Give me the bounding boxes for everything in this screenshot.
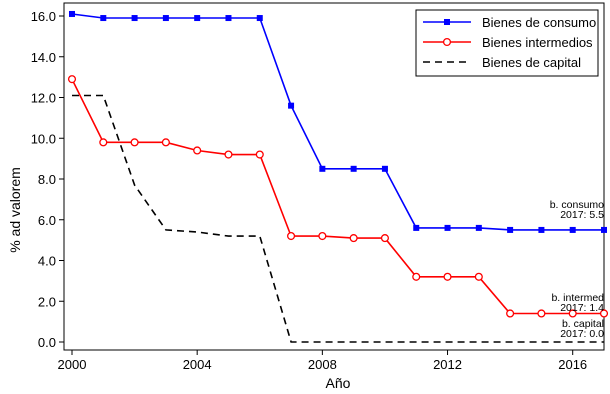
- data-point-circle: [99, 138, 108, 147]
- y-tick-label: 16.0: [31, 9, 56, 24]
- data-point-square: [225, 15, 232, 22]
- y-tick-label: 6.0: [38, 213, 56, 228]
- data-point-square: [538, 226, 545, 233]
- legend-marker-circle: [442, 37, 452, 47]
- data-point-circle: [130, 138, 139, 147]
- annotation-final-value: 2017: 0.0: [560, 328, 604, 340]
- data-point-circle: [537, 309, 546, 318]
- data-point-circle: [287, 232, 296, 241]
- y-tick-label: 2.0: [38, 294, 56, 309]
- data-point-square: [475, 224, 482, 231]
- legend-marker-square: [444, 19, 450, 25]
- x-tick-label: 2000: [58, 357, 87, 372]
- series-line-2: [72, 94, 604, 343]
- data-point-square: [100, 15, 107, 22]
- data-point-circle: [599, 309, 609, 318]
- data-point-circle: [443, 272, 452, 281]
- y-tick-label: 4.0: [38, 254, 56, 269]
- data-point-circle: [318, 232, 327, 241]
- data-point-circle: [161, 138, 170, 147]
- x-axis-label: Año: [326, 375, 351, 391]
- data-point-square: [162, 15, 169, 22]
- x-tick-label: 2008: [308, 357, 337, 372]
- data-point-circle: [506, 309, 515, 318]
- annotation-series-name: b. intermed: [551, 292, 604, 304]
- data-point-square: [319, 165, 326, 172]
- data-point-circle: [412, 272, 421, 281]
- series-line-0: [71, 13, 604, 231]
- data-point-circle: [67, 75, 77, 84]
- data-point-square: [194, 15, 201, 22]
- series-line-1: [71, 78, 604, 315]
- annotation-series-name: b. consumo: [550, 199, 604, 211]
- data-point-circle: [255, 150, 264, 159]
- legend-label: Bienes de consumo: [482, 15, 596, 30]
- plot-frame: [63, 2, 605, 351]
- series-lines: [71, 13, 604, 343]
- data-point-circle: [568, 309, 577, 318]
- data-point-square: [131, 15, 138, 22]
- data-point-square: [413, 224, 420, 231]
- series-markers: [67, 10, 609, 318]
- data-point-square: [288, 102, 295, 109]
- x-tick-label: 2004: [183, 357, 212, 372]
- data-point-circle: [474, 272, 483, 281]
- legend-label: Bienes intermedios: [482, 35, 593, 50]
- y-tick-label: 14.0: [31, 50, 56, 65]
- data-point-circle: [193, 146, 202, 155]
- data-point-circle: [224, 150, 233, 159]
- data-point-square: [601, 226, 607, 233]
- y-tick-label: 0.0: [38, 335, 56, 350]
- data-point-square: [569, 226, 576, 233]
- annotation-series-name: b. capital: [562, 318, 604, 330]
- annotation-final-value: 2017: 1.4: [560, 302, 604, 314]
- x-tick-label: 2016: [558, 357, 587, 372]
- legend-label: Bienes de capital: [482, 55, 581, 70]
- y-tick-label: 8.0: [38, 172, 56, 187]
- data-point-square: [350, 165, 357, 172]
- data-point-square: [256, 15, 263, 22]
- legend: Bienes de consumo Bienes intermedios Biene…: [415, 9, 599, 77]
- y-axis-label: % ad valorem: [7, 167, 23, 253]
- data-point-circle: [349, 234, 358, 243]
- data-point-square: [69, 10, 75, 17]
- data-point-square: [444, 224, 451, 231]
- data-point-square: [507, 226, 514, 233]
- data-point-square: [381, 165, 388, 172]
- data-point-circle: [380, 234, 389, 243]
- annotation-final-value: 2017: 5.5: [560, 209, 604, 221]
- x-tick-label: 2012: [433, 357, 462, 372]
- y-tick-label: 12.0: [31, 91, 56, 106]
- chart-axes: 0.0 2.0 4.0 6.0 8.0 10.0 12.0 14.0 16.0 2000 2004 2…: [31, 2, 605, 372]
- y-tick-label: 10.0: [31, 131, 56, 146]
